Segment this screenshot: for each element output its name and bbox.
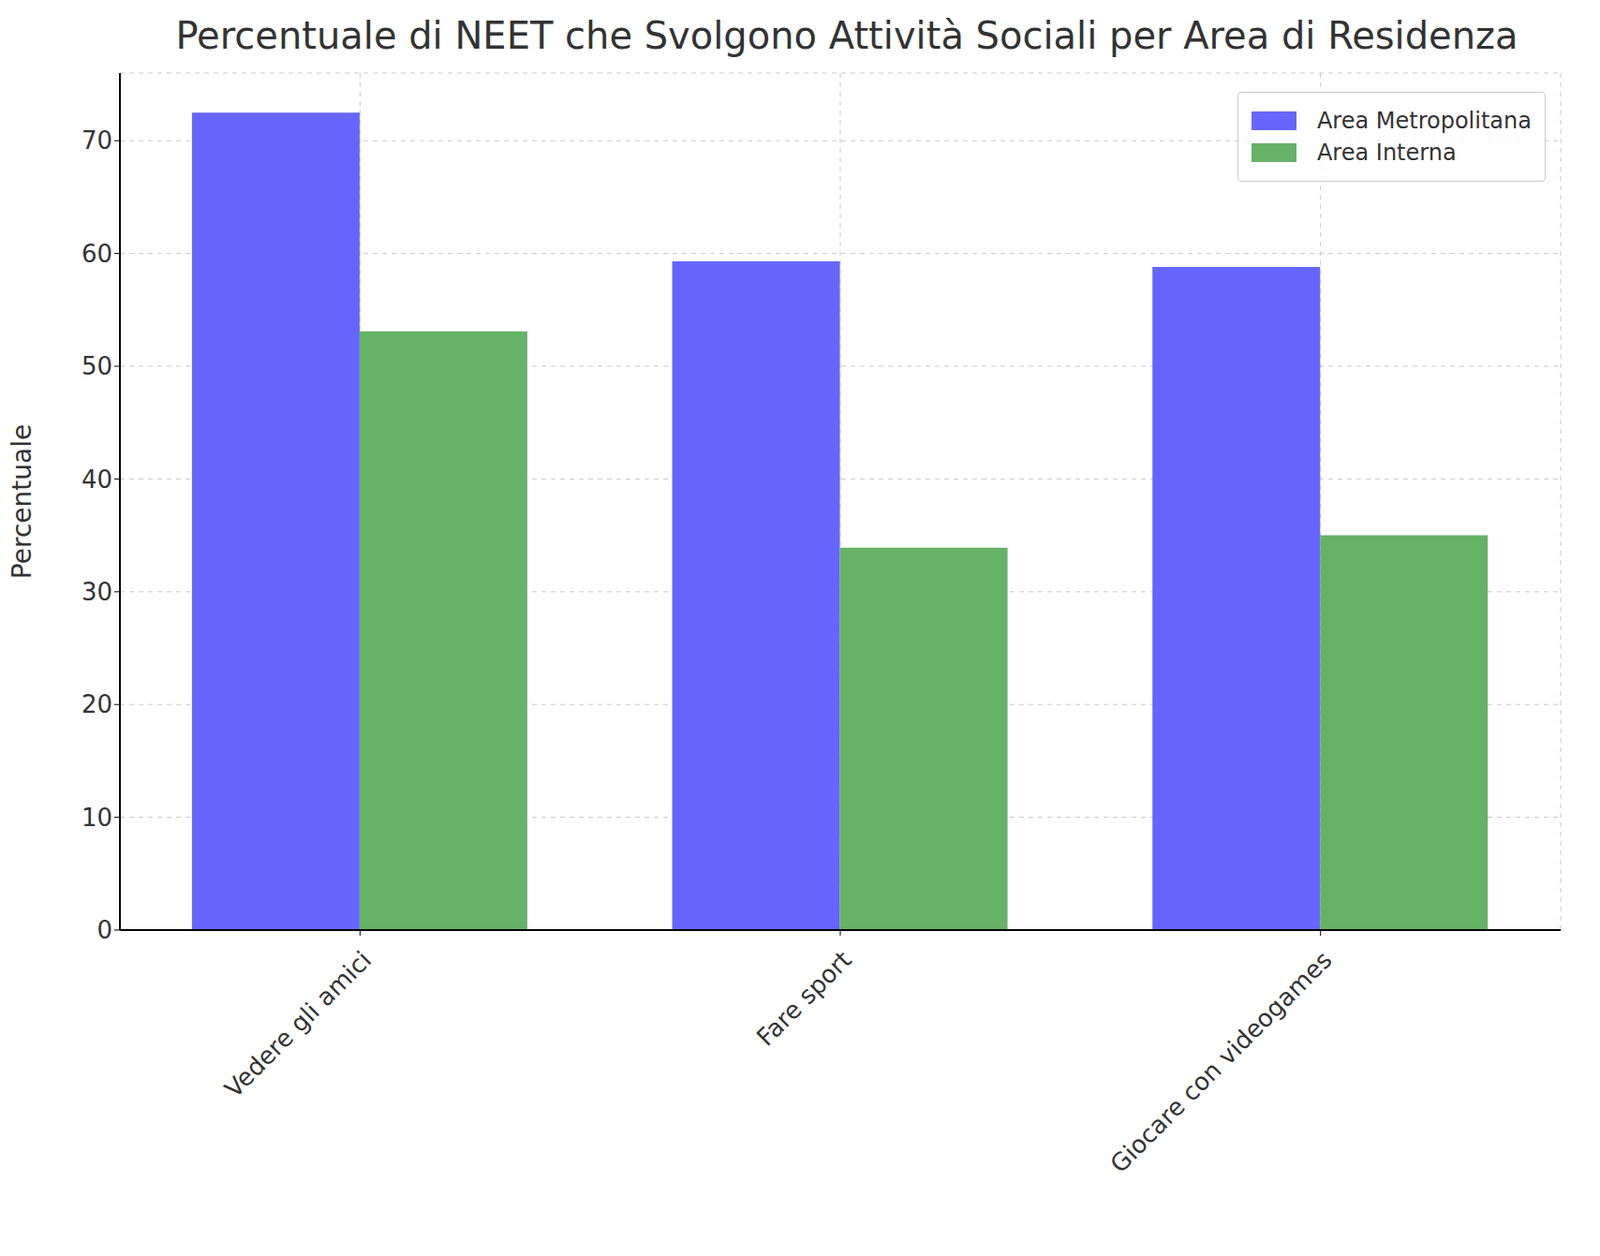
svg-text:20: 20 bbox=[81, 690, 113, 719]
svg-text:40: 40 bbox=[81, 465, 113, 494]
svg-text:30: 30 bbox=[81, 577, 113, 607]
svg-text:0: 0 bbox=[96, 916, 113, 945]
svg-text:60: 60 bbox=[81, 239, 113, 268]
html-text:Area Interna: Area Interna bbox=[1317, 139, 1457, 166]
svg-text:70: 70 bbox=[81, 126, 113, 155]
svg-text:Giocare con videogames: Giocare con videogames bbox=[1104, 946, 1337, 1179]
svg-text:10: 10 bbox=[81, 803, 113, 832]
html-text:Area Metropolitana: Area Metropolitana bbox=[1317, 107, 1532, 134]
html-text:Percentuale di NEET che Svolgo: Percentuale di NEET che Svolgono Attivit… bbox=[175, 14, 1519, 58]
svg-text:Fare sport: Fare sport bbox=[751, 946, 858, 1052]
svg-text:Vedere gli amici: Vedere gli amici bbox=[219, 946, 377, 1104]
svg-text:Percentuale: Percentuale bbox=[7, 424, 38, 579]
svg-text:50: 50 bbox=[81, 352, 113, 381]
